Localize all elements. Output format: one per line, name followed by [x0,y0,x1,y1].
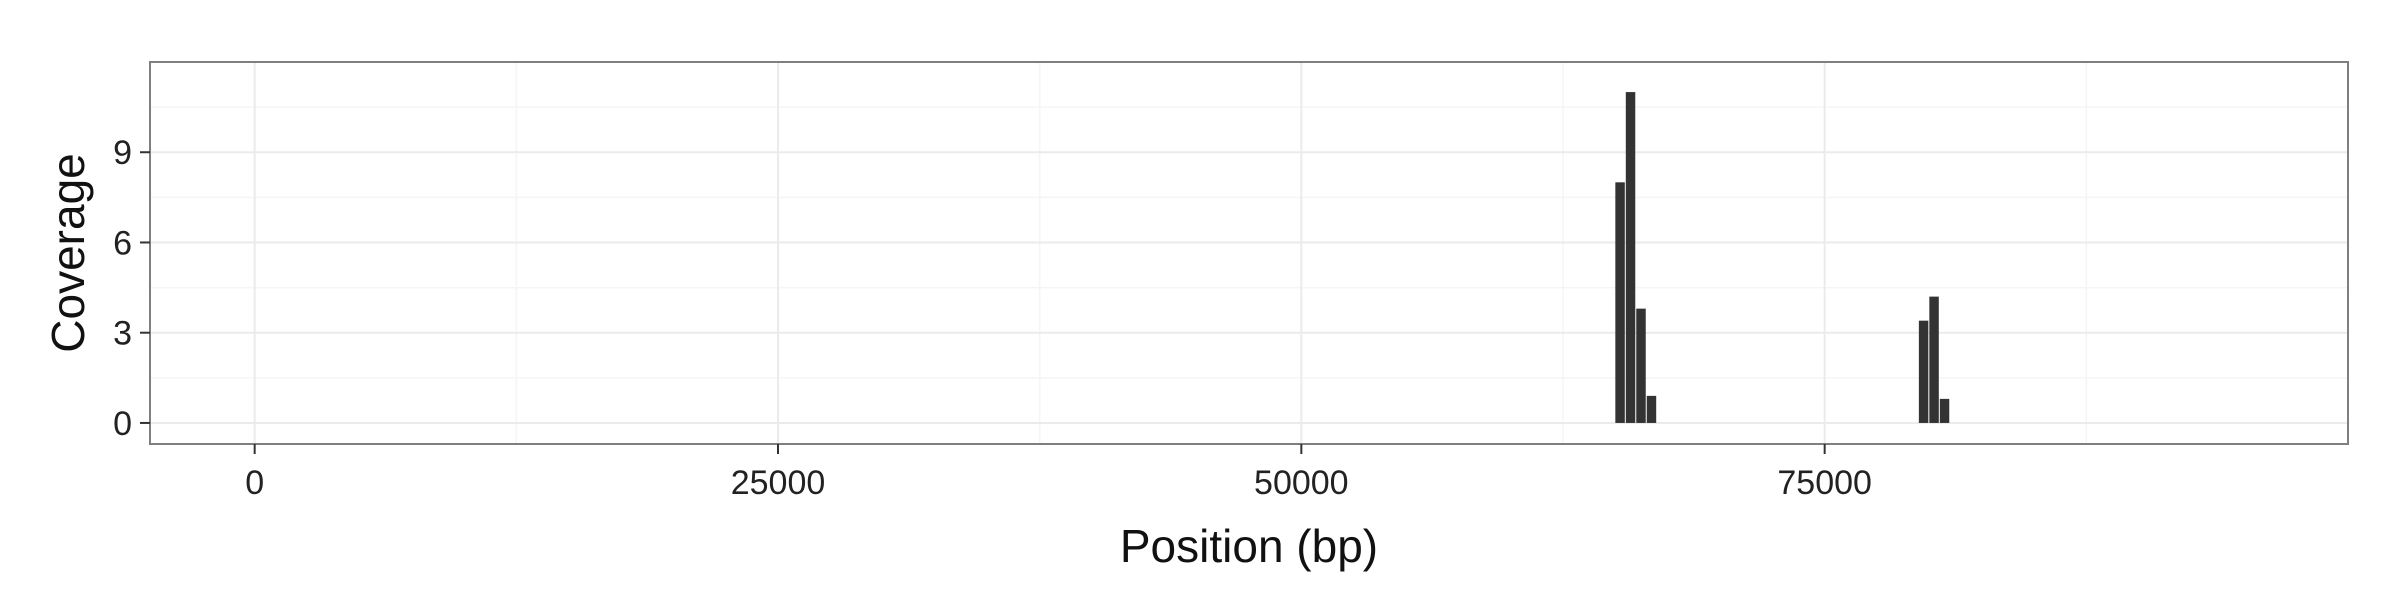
coverage-bar [1646,395,1657,423]
ticks-layer: 0 25000 50000 75000 0 3 6 9 [113,134,1872,502]
x-tick-label: 0 [245,464,264,502]
y-axis-title: Coverage [42,153,94,352]
grid-layer [150,62,2348,444]
plot-background [150,62,2348,444]
x-axis-title: Position (bp) [1120,520,1378,572]
coverage-bar [1625,92,1636,423]
y-tick-label: 3 [113,315,132,353]
coverage-bar [1918,320,1929,423]
y-tick-label: 6 [113,224,132,262]
coverage-bar [1929,296,1939,423]
plot-panel-border [149,61,2349,445]
x-tick-label: 50000 [1254,464,1349,502]
x-tick-label: 25000 [731,464,826,502]
y-tick-label: 0 [113,405,132,443]
coverage-bar [1636,308,1646,423]
coverage-bar [1615,182,1625,423]
bars-layer [1615,92,1950,423]
y-tick-label: 9 [113,134,132,172]
coverage-bar [1939,398,1950,423]
x-tick-label: 75000 [1777,464,1872,502]
